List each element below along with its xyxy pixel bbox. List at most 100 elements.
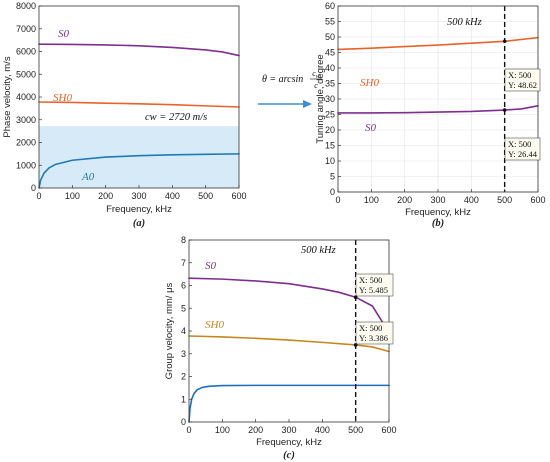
panel-c-series (188, 277, 390, 423)
panel-c-x-ticks: 0 100 200 300 400 500 600 (186, 419, 397, 435)
y-tick-label: 4000 (16, 92, 36, 102)
y-tick-label: 2000 (16, 138, 36, 148)
datatip-point (353, 343, 358, 347)
panel-b-marker-label: 500 kHz (447, 17, 482, 28)
datatip-point (353, 295, 358, 300)
panel-b-datatips: X: 500 Y: 48.62 X: 500 Y: 26.44 (502, 39, 541, 161)
x-tick-label: 300 (131, 191, 146, 201)
panel-a: 0 100 200 300 400 500 600 0 1000 2000 3000 4000 500… (2, 1, 247, 229)
panel-c-datatip-s0-x: X: 500 (359, 275, 382, 285)
panel-c-caption: (c) (283, 450, 295, 461)
panel-b-grid (337, 5, 539, 193)
panel-b-y-ticks: 0 5 10 15 20 25 30 35 40 45 50 55 60 (325, 1, 341, 197)
y-tick-label: 2 (181, 372, 186, 382)
y-tick-label: 20 (325, 125, 335, 135)
x-tick-label: 600 (530, 195, 545, 205)
x-tick-label: 100 (65, 191, 80, 201)
panel-b-label-sh0: SH0 (360, 77, 379, 89)
series-line-sh0 (38, 101, 240, 108)
y-tick-label: 50 (325, 32, 335, 42)
y-tick-label: 3 (181, 349, 186, 359)
x-tick-label: 0 (36, 191, 41, 201)
panel-c-datatip-s0: X: 500 Y: 5.485 (355, 273, 394, 297)
panel-c-marker-label: 500 kHz (301, 245, 336, 256)
panel-a-ylabel: Phase velocity, m/s (2, 56, 13, 137)
panel-c-ylabel: Group velocity, mm/ μs (164, 282, 175, 379)
panel-b-xlabel: Frequency, kHz (405, 207, 471, 218)
y-tick-label: 7000 (16, 24, 36, 34)
x-tick-label: 500 (198, 191, 213, 201)
panel-b-datatip-s0: X: 500 Y: 26.44 (504, 137, 541, 161)
panel-c-datatip-s0-box (355, 273, 394, 297)
panel-b-datatip-sh0-box (504, 68, 541, 92)
y-tick-label: 3000 (16, 115, 36, 125)
panel-a-label-s0: S0 (58, 28, 70, 40)
panel-b-datatip-s0-box (504, 137, 541, 161)
y-tick-label: 1000 (16, 160, 36, 170)
y-tick-label: 0 (181, 417, 186, 427)
y-tick-label: 40 (325, 63, 335, 73)
y-tick-label: 1 (181, 394, 186, 404)
y-tick-label: 5 (330, 172, 335, 182)
series-line-s0 (188, 277, 384, 323)
y-tick-label: 8000 (16, 1, 36, 11)
x-tick-label: 100 (364, 195, 379, 205)
y-tick-label: 7 (181, 258, 186, 268)
x-tick-label: 300 (430, 195, 445, 205)
y-tick-label: 15 (325, 141, 335, 151)
panel-b: 0 100 200 300 400 500 600 0 5 10 15 20 25 30 35 40 45 50… (315, 1, 546, 229)
panel-c-datatip-sh0-y: Y: 3.386 (359, 333, 388, 343)
x-tick-label: 400 (165, 191, 180, 201)
panel-a-xlabel: Frequency, kHz (106, 204, 172, 215)
x-tick-label: 100 (215, 425, 230, 435)
y-tick-label: 30 (325, 94, 335, 104)
y-tick-label: 4 (181, 326, 186, 336)
x-tick-label: 400 (315, 425, 330, 435)
x-tick-label: 600 (231, 191, 246, 201)
panel-b-datatip-sh0: X: 500 Y: 48.62 (504, 68, 541, 92)
x-tick-label: 600 (381, 425, 396, 435)
y-tick-label: 0 (31, 183, 36, 193)
series-line-a0 (38, 153, 240, 189)
panel-a-series (38, 43, 240, 189)
y-tick-label: 6 (181, 281, 186, 291)
panel-c-datatip-sh0: X: 500 Y: 3.386 (355, 321, 394, 345)
series-line-s0 (38, 43, 240, 57)
panel-a-caption: (a) (133, 218, 145, 229)
panel-c-datatip-sh0-box (355, 321, 394, 345)
panel-a-label-sh0: SH0 (53, 92, 72, 104)
x-tick-label: 500 (497, 195, 512, 205)
x-tick-label: 200 (397, 195, 412, 205)
panel-b-datatip-sh0-y: Y: 48.62 (508, 80, 537, 90)
panel-c-datatips: X: 500 Y: 5.485 X: 500 Y: 3.386 (353, 273, 394, 347)
y-tick-label: 45 (325, 48, 335, 58)
panel-a-annotation: cw = 2720 m/s (145, 112, 207, 123)
panel-c-y-ticks: 0 1 2 3 4 5 6 7 8 (181, 235, 192, 427)
y-tick-label: 55 (325, 17, 335, 27)
y-tick-label: 5 (181, 303, 186, 313)
series-line-s0 (337, 105, 539, 114)
x-tick-label: 300 (281, 425, 296, 435)
equation-denominator: c (314, 81, 318, 90)
x-tick-label: 200 (98, 191, 113, 201)
equation-numerator: cw (312, 69, 320, 80)
panel-c-label-s0: S0 (205, 260, 217, 272)
panel-b-caption: (b) (432, 218, 444, 229)
panel-b-datatip-s0-x: X: 500 (508, 139, 531, 149)
equation-lhs: θ = arcsin (262, 74, 303, 85)
y-tick-label: 25 (325, 110, 335, 120)
y-tick-label: 10 (325, 156, 335, 166)
panel-a-shaded-region (39, 126, 239, 188)
series-line-unnamed (188, 384, 390, 423)
x-tick-label: 0 (186, 425, 191, 435)
y-tick-label: 0 (330, 187, 335, 197)
y-tick-label: 35 (325, 79, 335, 89)
datatip-point (502, 39, 507, 44)
y-tick-label: 6000 (16, 47, 36, 57)
x-tick-label: 200 (248, 425, 263, 435)
panel-c: 0 100 200 300 400 500 600 0 1 2 3 4 5 6 7 8 Frequency,… (164, 235, 397, 461)
panel-b-label-s0: S0 (365, 122, 377, 134)
panel-b-ylabel: Tuning angle, degree (315, 54, 326, 143)
panel-b-datatip-sh0-x: X: 500 (508, 70, 531, 80)
